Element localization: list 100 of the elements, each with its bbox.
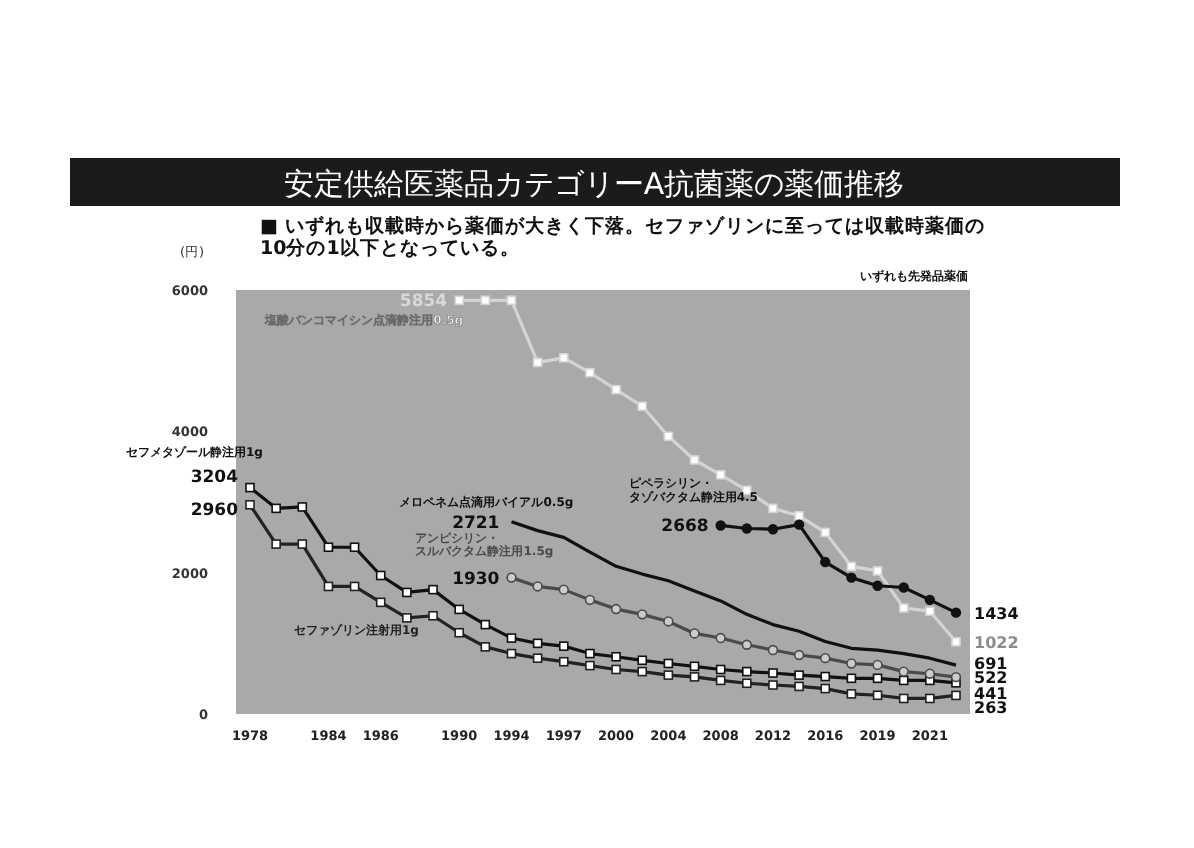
point <box>794 510 804 521</box>
point <box>323 542 334 553</box>
point <box>950 671 962 683</box>
point <box>742 666 752 677</box>
point <box>663 670 674 680</box>
point <box>402 587 412 598</box>
point <box>820 683 831 694</box>
point <box>611 664 621 675</box>
data-label: 2960 <box>190 500 239 521</box>
point <box>925 693 935 704</box>
point <box>428 584 438 595</box>
point <box>820 671 831 682</box>
point <box>323 581 334 592</box>
point <box>480 642 491 652</box>
point <box>375 570 386 581</box>
point <box>349 542 360 553</box>
data-label: 691 <box>974 655 1009 674</box>
point <box>820 556 831 568</box>
data-label: 522 <box>974 669 1008 688</box>
data-label: 1434 <box>974 604 1020 623</box>
point <box>637 666 648 677</box>
point <box>715 469 726 480</box>
point <box>532 581 543 592</box>
point <box>715 520 726 531</box>
point <box>846 673 857 684</box>
point <box>637 655 648 666</box>
point <box>715 632 726 644</box>
data-label: 263 <box>974 699 1008 718</box>
point <box>297 502 308 512</box>
data-label: 1022 <box>974 633 1019 652</box>
point <box>637 609 648 620</box>
point <box>820 527 831 538</box>
point <box>585 367 595 378</box>
point <box>924 668 936 679</box>
point <box>741 639 753 650</box>
point <box>846 658 857 669</box>
point <box>951 636 961 647</box>
chart-title: 安定供給医薬品カテゴリーA抗菌薬の薬価推移 <box>283 166 905 202</box>
point <box>663 616 674 627</box>
point <box>506 572 517 583</box>
point <box>898 666 909 677</box>
data-label: 1930 <box>452 569 500 590</box>
point <box>689 628 700 639</box>
point <box>585 660 595 671</box>
point <box>768 680 778 690</box>
point <box>349 581 360 592</box>
point <box>637 401 648 412</box>
point <box>793 519 805 530</box>
point <box>532 638 543 649</box>
text: ■ いずれも収載時から薬価が大きく下落。セファゾリンに至っては収載時薬価の 10分の1以下となっている。 <box>260 214 985 260</box>
point <box>611 384 621 395</box>
point <box>898 693 909 704</box>
point <box>271 503 281 514</box>
point <box>611 651 621 662</box>
point <box>610 603 622 615</box>
point <box>846 572 857 583</box>
point <box>584 594 596 606</box>
point <box>898 675 909 686</box>
point <box>532 357 543 368</box>
point <box>846 689 857 699</box>
point <box>663 658 674 669</box>
point <box>402 613 412 623</box>
point <box>872 659 883 671</box>
point <box>506 295 517 306</box>
point <box>794 670 804 680</box>
data-label: 2668 <box>661 517 709 538</box>
point <box>506 633 517 643</box>
point <box>925 606 935 616</box>
point <box>245 500 255 510</box>
point <box>454 295 464 306</box>
data-label: 2721 <box>452 513 500 534</box>
point <box>663 431 674 442</box>
point <box>742 678 752 689</box>
point <box>689 672 700 682</box>
line-series <box>509 520 958 667</box>
point <box>689 455 700 465</box>
point <box>768 668 778 678</box>
point <box>898 603 909 613</box>
point <box>297 539 308 549</box>
data-label: 3204 <box>190 467 239 488</box>
point <box>558 584 569 595</box>
point <box>872 690 883 701</box>
point <box>950 607 962 618</box>
point <box>480 619 491 630</box>
point <box>820 652 831 664</box>
point <box>924 594 936 606</box>
point <box>245 482 255 493</box>
point <box>428 610 438 621</box>
point <box>767 644 779 656</box>
point <box>375 597 386 608</box>
point <box>872 566 883 576</box>
point <box>715 664 726 675</box>
point <box>558 656 569 667</box>
point <box>454 627 464 638</box>
point <box>480 295 491 306</box>
point <box>689 661 700 672</box>
point <box>454 604 464 615</box>
point <box>271 539 281 549</box>
point <box>558 353 569 363</box>
point <box>558 641 569 651</box>
